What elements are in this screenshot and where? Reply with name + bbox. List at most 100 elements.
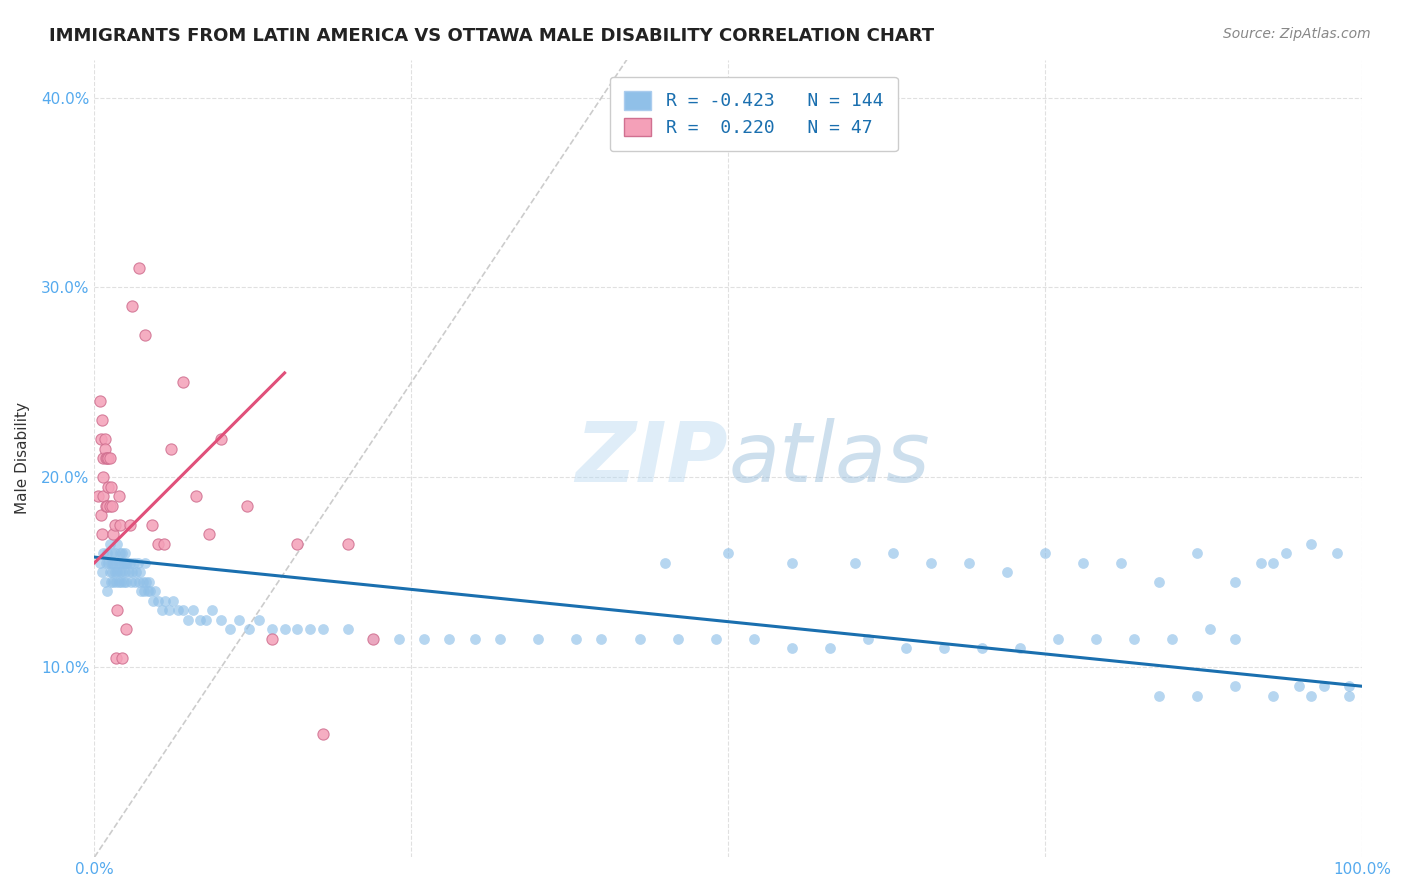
Point xyxy=(260,622,283,636)
Point xyxy=(742,632,765,646)
Point xyxy=(87,489,110,503)
Point xyxy=(183,603,205,617)
Point xyxy=(89,556,111,570)
Point xyxy=(363,632,385,646)
Point xyxy=(195,613,218,627)
Point xyxy=(177,613,200,627)
Text: Source: ZipAtlas.com: Source: ZipAtlas.com xyxy=(1223,27,1371,41)
Point xyxy=(970,641,993,656)
Point xyxy=(114,546,136,560)
Point xyxy=(98,537,121,551)
Point xyxy=(704,632,727,646)
Point xyxy=(146,594,169,608)
Point xyxy=(90,433,112,447)
Point xyxy=(1301,689,1323,703)
Point xyxy=(122,556,145,570)
Point xyxy=(131,584,153,599)
Point xyxy=(153,537,176,551)
Point xyxy=(844,556,866,570)
Point xyxy=(94,499,117,513)
Point xyxy=(1326,546,1348,560)
Point xyxy=(91,413,114,427)
Point xyxy=(311,727,333,741)
Point xyxy=(932,641,955,656)
Point xyxy=(1033,546,1056,560)
Point xyxy=(209,613,232,627)
Point xyxy=(89,394,111,409)
Point xyxy=(565,632,588,646)
Point xyxy=(238,622,260,636)
Point xyxy=(100,574,122,589)
Point xyxy=(139,584,162,599)
Point xyxy=(115,622,138,636)
Point xyxy=(1288,679,1310,693)
Point xyxy=(1109,556,1132,570)
Point xyxy=(114,566,136,580)
Point xyxy=(94,451,117,466)
Point xyxy=(105,650,128,665)
Point xyxy=(118,517,141,532)
Point xyxy=(247,613,270,627)
Point xyxy=(121,566,143,580)
Point xyxy=(1263,689,1285,703)
Point xyxy=(780,556,803,570)
Point xyxy=(172,603,194,617)
Point xyxy=(103,527,125,541)
Point xyxy=(157,603,180,617)
Point xyxy=(121,300,143,314)
Point xyxy=(1225,574,1247,589)
Point xyxy=(1147,574,1170,589)
Point xyxy=(103,574,125,589)
Point xyxy=(413,632,436,646)
Point xyxy=(184,489,207,503)
Point xyxy=(110,556,132,570)
Point xyxy=(388,632,411,646)
Point xyxy=(285,537,308,551)
Point xyxy=(101,546,124,560)
Point xyxy=(219,622,242,636)
Point xyxy=(1339,679,1361,693)
Point xyxy=(96,584,118,599)
Point xyxy=(995,566,1018,580)
Point xyxy=(1225,632,1247,646)
Point xyxy=(298,622,321,636)
Point xyxy=(118,556,141,570)
Point xyxy=(93,433,115,447)
Point xyxy=(1250,556,1272,570)
Point xyxy=(336,622,359,636)
Point xyxy=(97,556,120,570)
Point xyxy=(260,632,283,646)
Point xyxy=(97,451,120,466)
Point xyxy=(1147,689,1170,703)
Point xyxy=(131,574,153,589)
Point xyxy=(104,546,127,560)
Point xyxy=(111,566,134,580)
Point xyxy=(162,594,184,608)
Point xyxy=(93,574,115,589)
Point xyxy=(105,556,128,570)
Point xyxy=(780,641,803,656)
Point xyxy=(111,650,134,665)
Point xyxy=(132,584,155,599)
Point xyxy=(285,622,308,636)
Point xyxy=(439,632,461,646)
Point xyxy=(97,480,120,494)
Point xyxy=(105,537,128,551)
Point xyxy=(110,574,132,589)
Point xyxy=(209,433,232,447)
Point xyxy=(228,613,250,627)
Y-axis label: Male Disability: Male Disability xyxy=(15,402,30,515)
Point xyxy=(489,632,512,646)
Point xyxy=(125,566,148,580)
Point xyxy=(1225,679,1247,693)
Point xyxy=(100,480,122,494)
Point xyxy=(118,566,141,580)
Text: IMMIGRANTS FROM LATIN AMERICA VS OTTAWA MALE DISABILITY CORRELATION CHART: IMMIGRANTS FROM LATIN AMERICA VS OTTAWA … xyxy=(49,27,935,45)
Point xyxy=(115,574,138,589)
Point xyxy=(654,556,676,570)
Point xyxy=(1122,632,1144,646)
Point xyxy=(273,622,295,636)
Point xyxy=(93,470,115,484)
Point xyxy=(159,442,181,456)
Point xyxy=(117,556,139,570)
